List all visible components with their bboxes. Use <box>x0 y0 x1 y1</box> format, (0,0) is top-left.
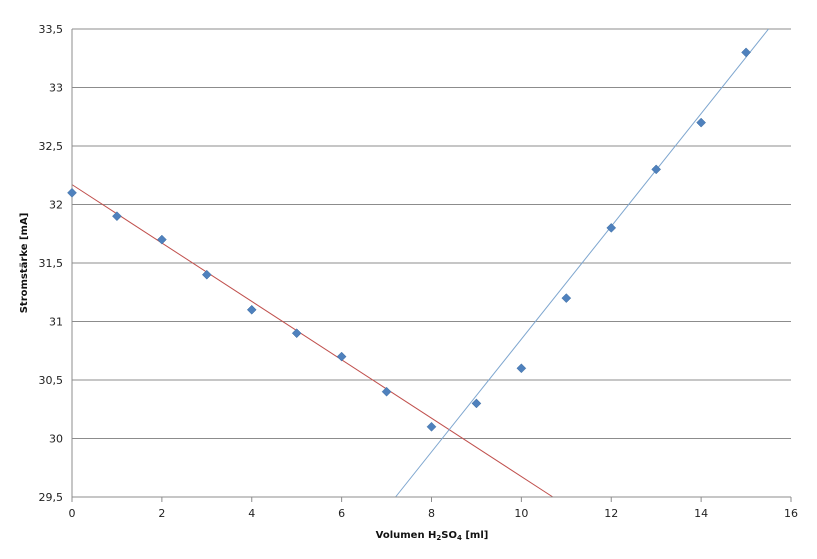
data-point <box>381 386 392 397</box>
data-point <box>336 351 347 362</box>
x-tick-label: 16 <box>784 507 798 520</box>
x-tick-label: 10 <box>514 507 528 520</box>
axes <box>71 29 792 502</box>
y-tick-label: 32 <box>49 199 63 212</box>
data-point <box>651 164 662 175</box>
x-axis-title: Volumen H2SO4 [ml] <box>376 530 489 542</box>
x-tick-label: 2 <box>158 507 165 520</box>
x-tick-label: 12 <box>604 507 618 520</box>
data-point <box>471 398 482 409</box>
x-tick-label: 14 <box>694 507 708 520</box>
x-tick-label: 6 <box>338 507 345 520</box>
data-point <box>606 223 617 233</box>
data-point <box>67 187 77 198</box>
data-point <box>741 47 751 58</box>
y-tick-label: 30,5 <box>39 374 64 387</box>
x-axis-title-sub: 4 <box>457 534 462 542</box>
x-tick-label: 4 <box>248 507 255 520</box>
x-tick-label: 0 <box>69 507 76 520</box>
data-point <box>291 328 302 339</box>
data-point <box>696 117 706 128</box>
y-tick-label: 32,5 <box>39 140 64 153</box>
y-tick-label: 31,5 <box>39 257 64 270</box>
data-point <box>516 363 527 374</box>
gridlines <box>72 28 791 439</box>
y-tick-label: 30 <box>49 433 63 446</box>
trendline-2 <box>395 28 769 498</box>
x-tick-label: 8 <box>428 507 435 520</box>
data-point <box>201 269 212 280</box>
x-axis-title-part: [ml] <box>462 530 488 541</box>
data-point <box>112 211 122 222</box>
data-point <box>157 234 167 245</box>
trendline-1 <box>71 184 554 498</box>
y-axis-title: Stromstärke [mA] <box>19 213 30 314</box>
x-axis-title-part: SO <box>441 530 457 541</box>
x-axis-title-part: Volumen H <box>376 530 437 541</box>
tick-labels: 29,5 30 30,5 31 31,5 32 32,5 33 33,5 0 2 4 6 8 10 12 14 1… <box>39 23 799 520</box>
y-tick-label: 31 <box>49 316 63 329</box>
data-points <box>67 47 751 432</box>
data-point <box>426 421 437 432</box>
x-axis-title-sub: 2 <box>436 534 441 542</box>
y-tick-label: 33 <box>49 82 63 95</box>
y-tick-label: 33,5 <box>39 23 64 36</box>
data-point <box>246 304 257 315</box>
trendlines <box>71 28 769 498</box>
y-tick-label: 29,5 <box>39 491 64 504</box>
data-point <box>561 293 572 303</box>
